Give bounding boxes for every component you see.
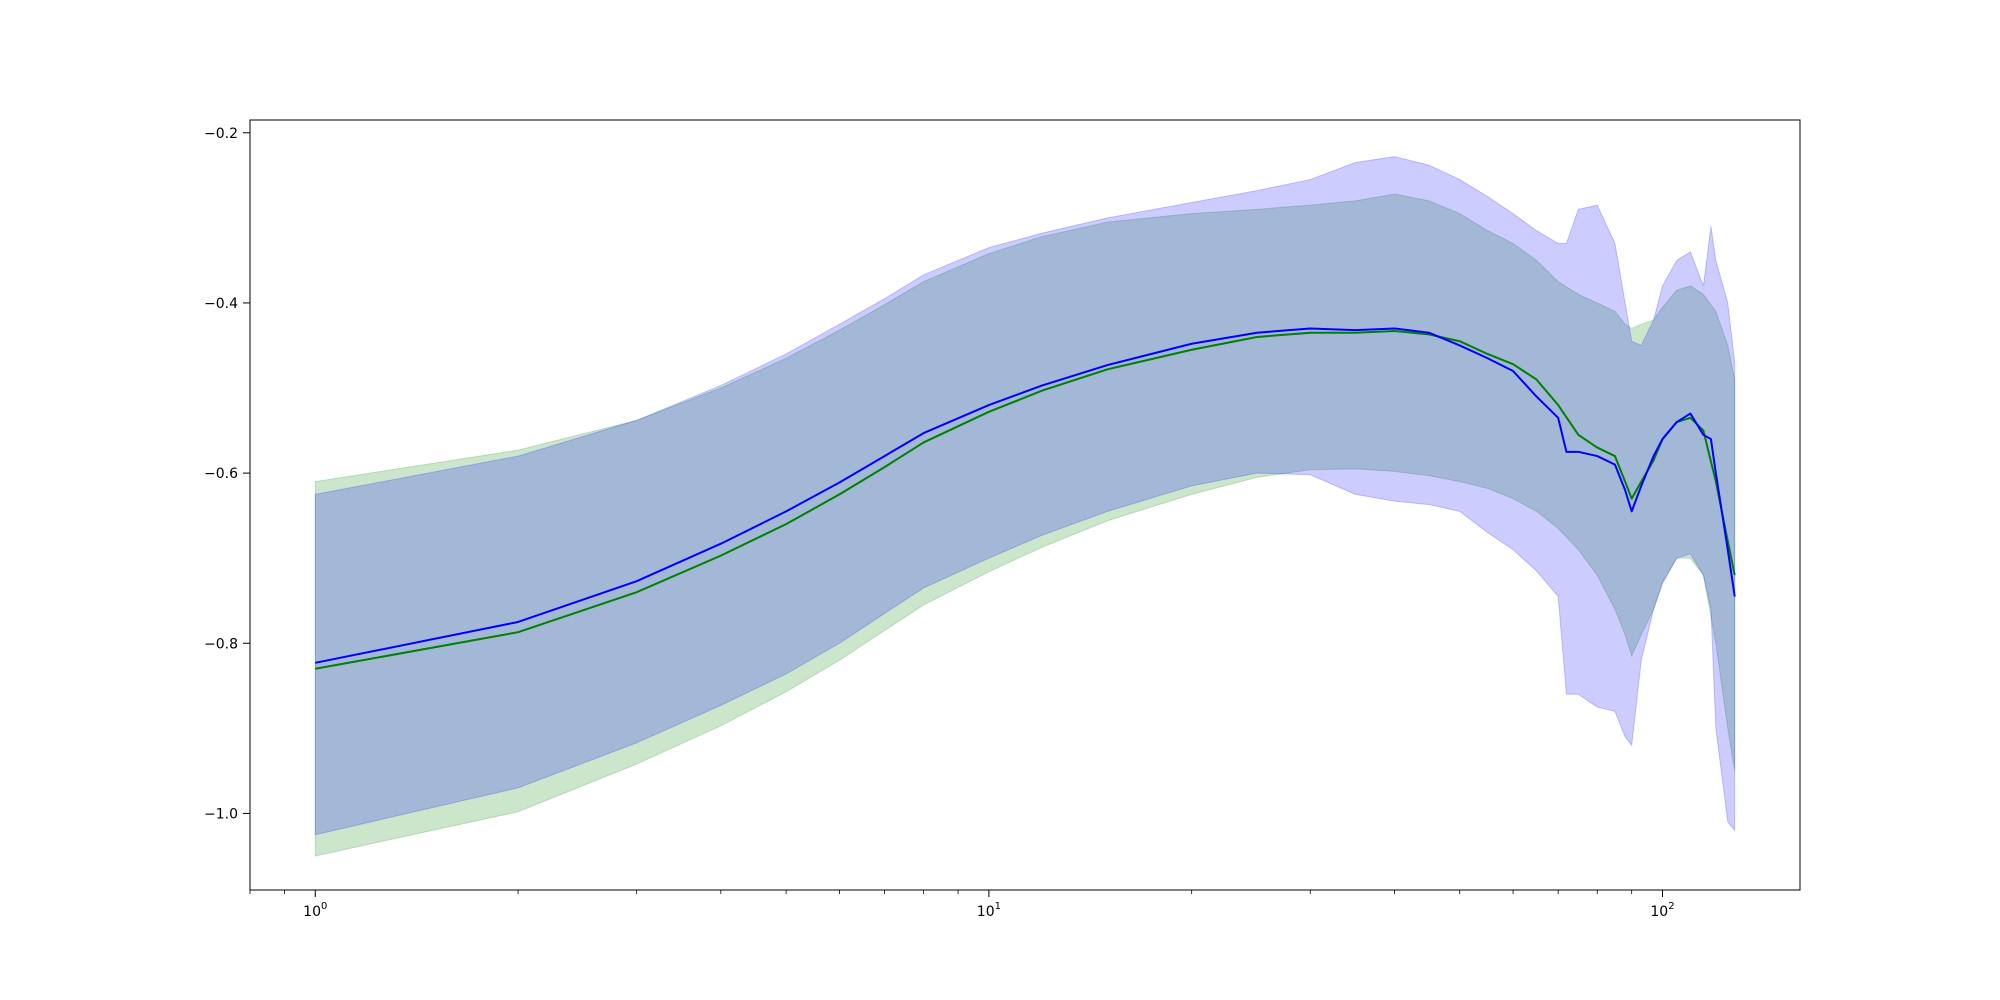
series-1-line — [315, 327, 1736, 664]
confidence-bands — [314, 156, 1736, 857]
plot-frame — [249, 119, 1801, 891]
x-tick-label: 100 — [303, 901, 327, 920]
x-tick-label: 102 — [1650, 901, 1674, 920]
y-tick-label: −0.2 — [204, 126, 238, 142]
y-tick-label: −0.8 — [204, 636, 238, 652]
y-tick-label: −1.0 — [204, 806, 238, 822]
series-0-band — [314, 193, 1736, 857]
x-axis: 100 101 102 — [249, 890, 1675, 920]
y-axis: −0.2 −0.4 −0.6 −0.8 −1.0 — [204, 126, 250, 822]
y-tick-label: −0.4 — [204, 296, 238, 312]
series-1-band — [314, 156, 1736, 836]
y-tick-label: −0.6 — [204, 466, 238, 482]
series-lines — [315, 327, 1736, 670]
x-tick-label: 101 — [977, 901, 1001, 920]
